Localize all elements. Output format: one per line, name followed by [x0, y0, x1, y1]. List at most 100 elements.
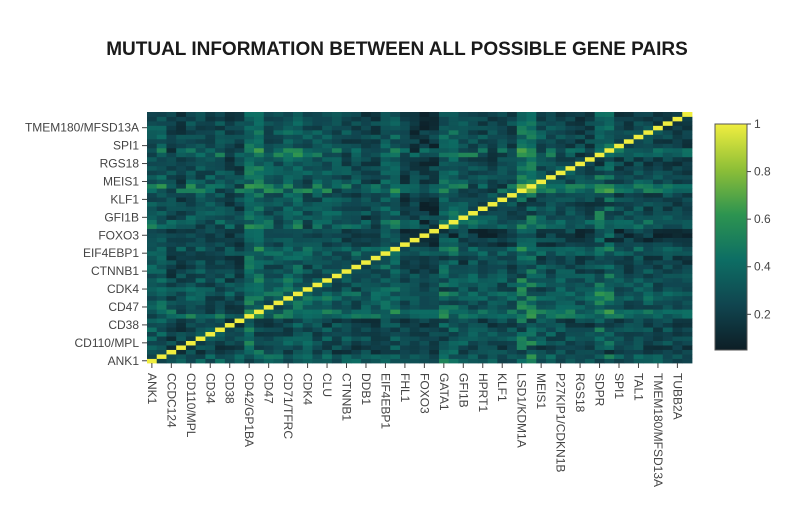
heatmap-cell	[458, 138, 469, 144]
heatmap-cell	[370, 358, 381, 364]
heatmap-cell	[283, 291, 294, 297]
heatmap-cell	[292, 273, 304, 279]
heatmap-cell	[575, 138, 586, 144]
heatmap-cell	[526, 228, 537, 234]
heatmap-cell	[604, 331, 615, 337]
heatmap-cell	[166, 129, 177, 135]
heatmap-cell	[361, 304, 372, 310]
heatmap-cell	[185, 282, 197, 288]
heatmap-cell	[215, 336, 226, 341]
heatmap-cell	[643, 210, 654, 216]
heatmap-cell	[380, 345, 391, 350]
heatmap-cell	[224, 336, 235, 341]
heatmap-cell	[623, 197, 635, 203]
heatmap-cell	[468, 309, 479, 315]
heatmap-cell	[263, 237, 274, 243]
x-tick-label: CDK4	[301, 373, 315, 405]
heatmap-cell	[546, 156, 557, 162]
heatmap-cell	[224, 273, 235, 279]
heatmap-cell	[292, 197, 304, 203]
heatmap-cell	[438, 340, 450, 346]
heatmap-cell	[244, 340, 255, 346]
heatmap-cell	[147, 250, 158, 256]
heatmap-cell	[419, 179, 430, 185]
heatmap-cell	[215, 206, 226, 212]
heatmap-cell	[604, 327, 615, 333]
heatmap-cell	[672, 156, 683, 162]
heatmap-cell	[633, 224, 644, 229]
heatmap-cell	[273, 250, 284, 256]
heatmap-cell	[312, 179, 323, 185]
heatmap-cell	[409, 282, 420, 288]
heatmap-cell	[429, 125, 440, 131]
heatmap-cell	[555, 210, 566, 216]
heatmap-cell	[487, 183, 498, 189]
heatmap-cell	[555, 349, 566, 355]
heatmap-cell	[653, 286, 664, 292]
heatmap-cell	[526, 246, 537, 252]
heatmap-cell	[215, 224, 226, 229]
heatmap-cell	[516, 304, 527, 310]
heatmap-cell	[604, 282, 615, 288]
heatmap-cell	[283, 273, 294, 279]
heatmap-cell	[400, 277, 411, 283]
heatmap-cell	[205, 188, 216, 194]
heatmap-cell	[370, 264, 381, 270]
heatmap-cell	[546, 331, 557, 337]
heatmap-cell	[176, 120, 187, 126]
heatmap-cell	[331, 112, 343, 117]
heatmap-cell	[643, 224, 654, 229]
heatmap-cell	[477, 264, 489, 270]
heatmap-cell	[244, 300, 255, 306]
heatmap-cell	[477, 331, 489, 337]
heatmap-cell	[438, 165, 450, 171]
heatmap-cell	[341, 295, 352, 301]
heatmap-cell	[409, 174, 420, 180]
heatmap-cell	[331, 313, 343, 319]
heatmap-cell	[565, 161, 576, 167]
heatmap-cell	[234, 161, 245, 167]
heatmap-cell	[195, 354, 206, 359]
heatmap-cell	[604, 246, 615, 252]
heatmap-cell	[254, 143, 265, 149]
heatmap-cell	[331, 197, 343, 203]
heatmap-cell	[477, 134, 489, 140]
heatmap-cell	[273, 336, 284, 341]
heatmap-cell	[254, 273, 265, 279]
heatmap-cell	[205, 116, 216, 122]
heatmap-cell	[409, 215, 420, 220]
heatmap-cell	[205, 331, 216, 337]
heatmap-cell	[195, 358, 206, 364]
heatmap-cell	[409, 246, 420, 252]
heatmap-cell	[614, 358, 625, 364]
heatmap-cell	[244, 354, 255, 359]
heatmap-cell	[147, 259, 158, 265]
heatmap-cell	[370, 156, 381, 162]
heatmap-cell	[322, 286, 333, 292]
heatmap-cell	[448, 197, 459, 203]
heatmap-cell	[156, 300, 167, 306]
heatmap-cell	[361, 250, 372, 256]
heatmap-cell	[623, 331, 635, 337]
heatmap-cell	[273, 210, 284, 216]
heatmap-cell	[370, 309, 381, 315]
heatmap-cell	[468, 291, 479, 297]
heatmap-cell	[429, 215, 440, 220]
heatmap-cell	[263, 215, 274, 220]
heatmap-cell	[312, 116, 323, 122]
heatmap-cell	[594, 241, 605, 247]
heatmap-cell	[380, 201, 391, 207]
heatmap-cell	[477, 340, 489, 346]
heatmap-cell	[419, 170, 430, 176]
heatmap-cell	[147, 147, 158, 153]
heatmap-cell	[185, 138, 197, 144]
heatmap-cell	[409, 161, 420, 167]
heatmap-cell	[546, 237, 557, 243]
heatmap-cell	[361, 295, 372, 301]
heatmap-cell	[682, 295, 693, 301]
heatmap-cell	[331, 170, 343, 176]
heatmap-cell	[380, 179, 391, 185]
heatmap-cell	[575, 246, 586, 252]
heatmap-cell	[224, 237, 235, 243]
heatmap-cell	[429, 233, 440, 238]
